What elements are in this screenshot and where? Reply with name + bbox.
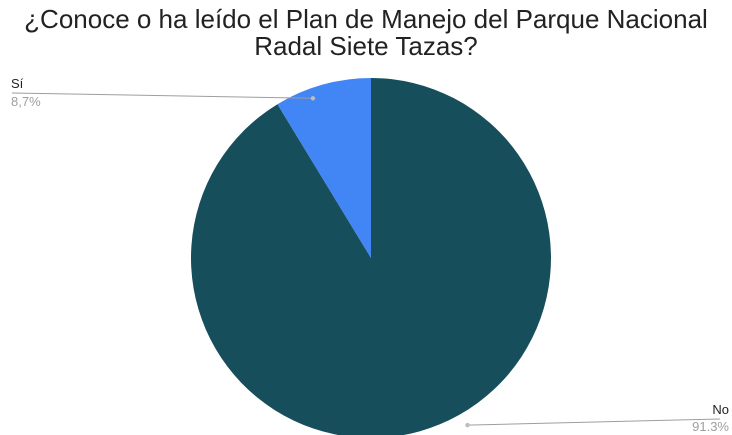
slice-label-no: No xyxy=(712,402,729,417)
pie-slices xyxy=(191,78,551,435)
leader-dot-si xyxy=(310,96,316,101)
leader-line-no xyxy=(467,418,721,426)
leader-line-si xyxy=(11,92,313,99)
chart-title-line-1: ¿Conoce o ha leído el Plan de Manejo del… xyxy=(24,4,708,34)
pie-slice-s- xyxy=(277,78,371,258)
chart-title: ¿Conoce o ha leído el Plan de Manejo del… xyxy=(0,6,732,60)
pie-slice-no xyxy=(191,78,551,435)
leader-dot-no xyxy=(465,422,470,428)
slice-percent-no: 91.3% xyxy=(692,419,729,434)
slice-label-si: Sí xyxy=(11,76,24,91)
pie-labels: No 91.3% Sí 8,7% xyxy=(11,76,729,434)
slice-percent-si: 8,7% xyxy=(11,94,41,109)
chart-title-line-2: Radal Siete Tazas? xyxy=(254,31,478,61)
